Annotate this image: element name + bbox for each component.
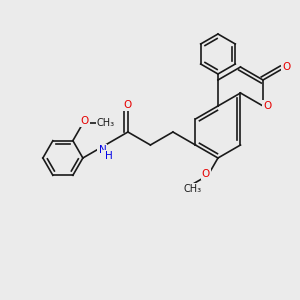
Text: O: O xyxy=(282,62,290,72)
Text: O: O xyxy=(81,116,89,126)
Text: O: O xyxy=(202,169,210,179)
Text: H: H xyxy=(104,151,112,161)
Text: O: O xyxy=(263,101,271,111)
Text: N: N xyxy=(98,145,106,155)
Text: CH₃: CH₃ xyxy=(97,118,115,128)
Text: CH₃: CH₃ xyxy=(183,184,201,194)
Text: O: O xyxy=(124,100,132,110)
